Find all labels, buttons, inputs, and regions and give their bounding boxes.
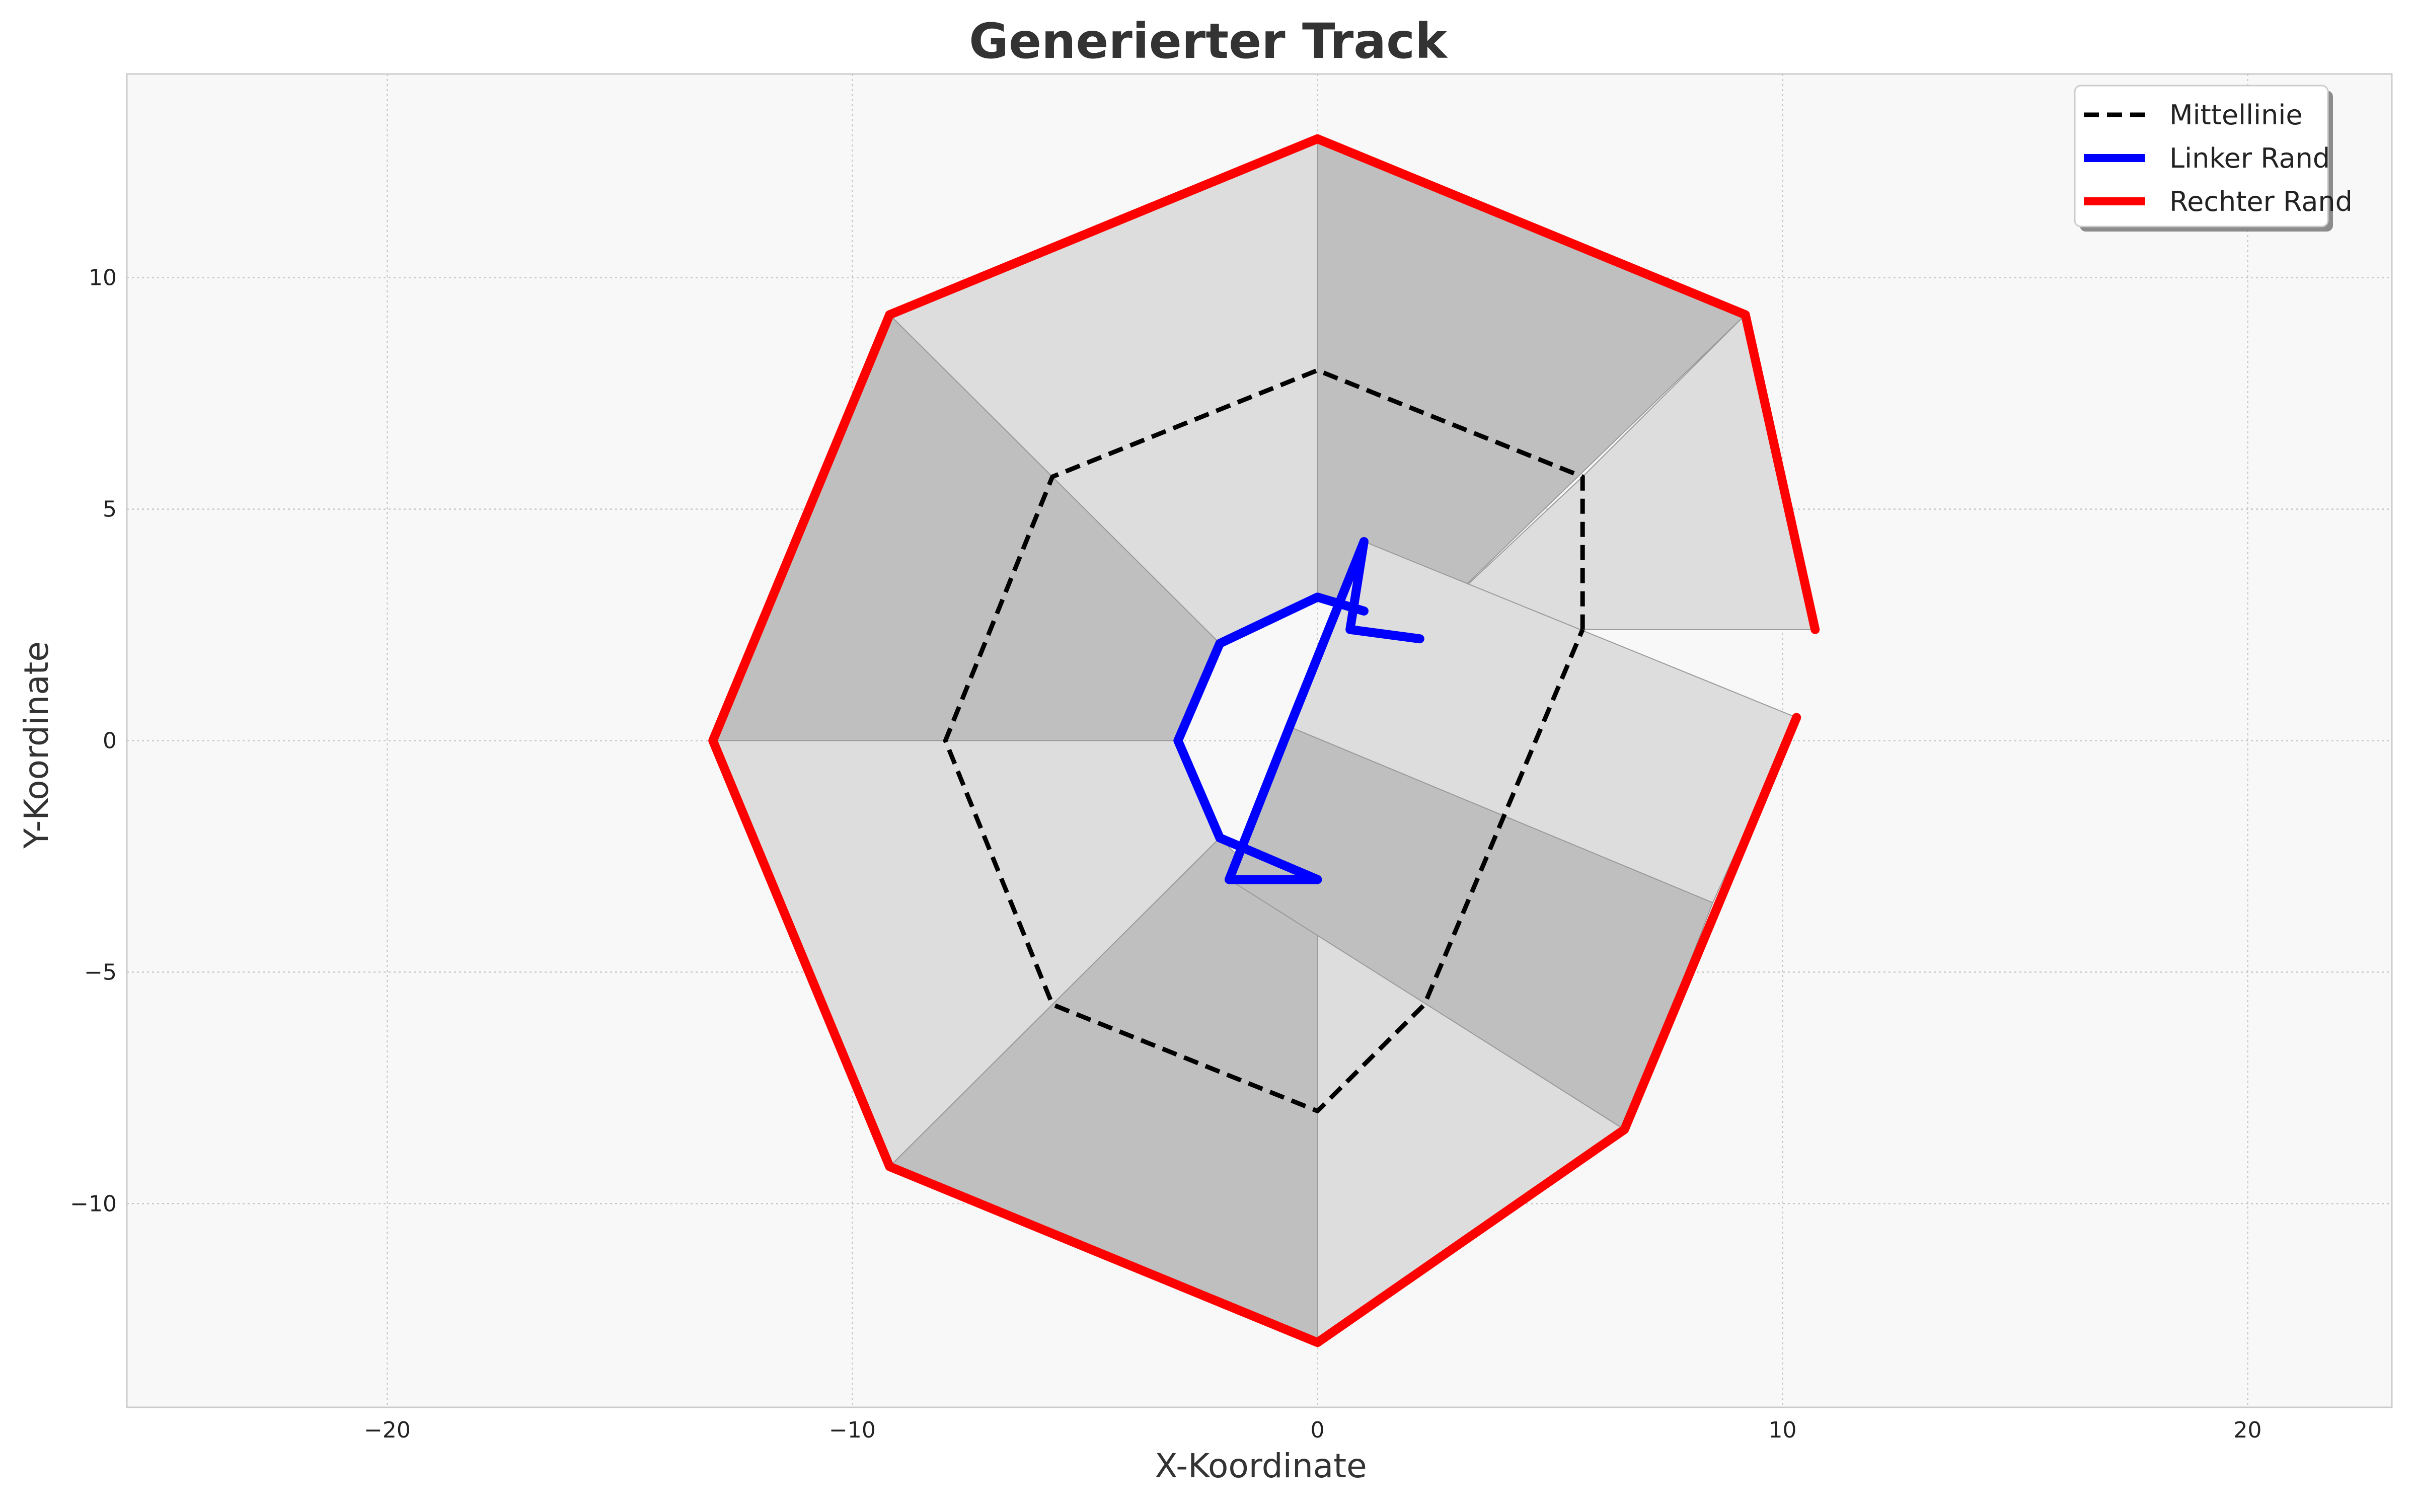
y-tick-label: 10 bbox=[89, 265, 117, 291]
series-line-mittellinie bbox=[943, 368, 1585, 1113]
x-tick-label: −10 bbox=[829, 1417, 876, 1443]
x-tick-label: 20 bbox=[2234, 1417, 2262, 1443]
y-tick-label: 5 bbox=[103, 497, 117, 522]
x-tick-label: 10 bbox=[1769, 1417, 1797, 1443]
legend-label: Linker Rand bbox=[2169, 142, 2330, 174]
y-tick-label: 0 bbox=[103, 728, 117, 754]
track-fill bbox=[712, 138, 1816, 1344]
y-tick-label: −10 bbox=[70, 1191, 117, 1217]
legend-label: Mittellinie bbox=[2169, 99, 2303, 131]
chart-title: Generierter Track bbox=[969, 13, 1448, 69]
x-axis-label: X-Koordinate bbox=[1155, 1447, 1367, 1485]
legend-items: Mittellinie Linker Rand Rechter Rand bbox=[2084, 99, 2353, 217]
legend-label: Rechter Rand bbox=[2169, 186, 2353, 217]
x-tick-label: −20 bbox=[364, 1417, 411, 1443]
x-tick-label: 0 bbox=[1311, 1417, 1325, 1443]
tick-labels: −20 −10 0 10 20 −10 −5 0 5 10 bbox=[70, 265, 2261, 1443]
plot-frame bbox=[126, 73, 2393, 1408]
legend-box bbox=[2074, 85, 2329, 228]
series-line-linker-rand bbox=[1173, 537, 1424, 884]
y-tick-label: −5 bbox=[84, 959, 117, 985]
legend: Mittellinie Linker Rand Rechter Rand bbox=[2074, 85, 2353, 232]
series-lines bbox=[708, 134, 1820, 1347]
y-axis-label: Y-Koordinate bbox=[17, 641, 56, 849]
series-line-rechter-rand bbox=[708, 134, 1820, 1347]
